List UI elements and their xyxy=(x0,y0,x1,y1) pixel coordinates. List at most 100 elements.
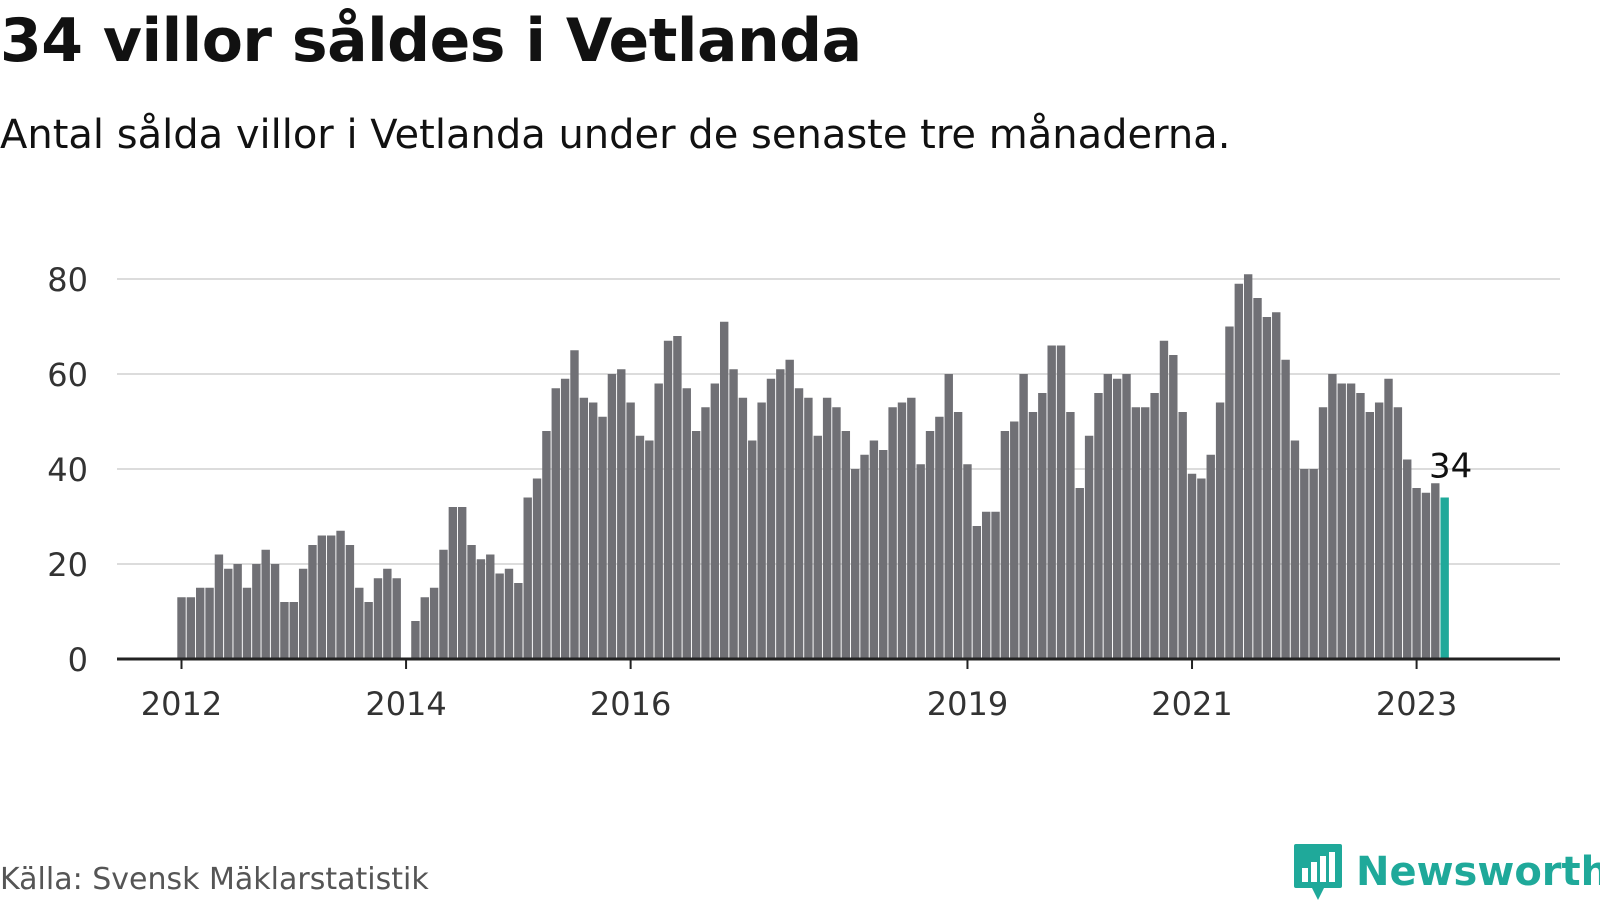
bar xyxy=(364,602,373,659)
x-tick-label: 2021 xyxy=(1151,685,1232,723)
bar xyxy=(813,435,822,659)
bar xyxy=(794,388,804,659)
bar xyxy=(336,530,345,659)
bar xyxy=(570,350,579,659)
bar xyxy=(1431,483,1440,659)
bar xyxy=(261,549,270,659)
bar xyxy=(1225,326,1234,659)
bar xyxy=(860,454,869,659)
bar-chart-speech-icon xyxy=(1294,844,1342,900)
bar xyxy=(1000,431,1010,659)
bar xyxy=(1281,359,1290,659)
bar xyxy=(766,378,776,659)
bar-highlight xyxy=(1440,497,1449,659)
bar xyxy=(467,545,476,659)
bar xyxy=(233,564,242,659)
bar xyxy=(729,369,738,659)
bar xyxy=(420,597,429,659)
bar xyxy=(280,602,289,659)
y-tick-label: 40 xyxy=(47,451,88,489)
bar xyxy=(1150,393,1159,659)
bar xyxy=(1290,440,1300,659)
bar xyxy=(560,378,570,659)
bar xyxy=(383,568,392,659)
bar xyxy=(1038,393,1047,659)
bar xyxy=(224,568,233,659)
bar xyxy=(1103,374,1113,659)
bar xyxy=(1403,459,1412,659)
chart-title: 34 villor såldes i Vetlanda xyxy=(0,6,862,76)
bar xyxy=(654,383,663,659)
bar xyxy=(1356,393,1365,659)
bar xyxy=(186,597,196,659)
bar xyxy=(888,407,897,659)
bar xyxy=(1365,412,1374,659)
bar xyxy=(691,431,701,659)
bar xyxy=(869,440,879,659)
y-tick-label: 0 xyxy=(68,641,88,679)
bar xyxy=(748,440,757,659)
bar xyxy=(495,573,504,659)
bar xyxy=(953,412,963,659)
bar xyxy=(1318,407,1328,659)
bar xyxy=(907,397,916,659)
x-tick-label: 2014 xyxy=(365,685,446,723)
bar xyxy=(1141,407,1150,659)
bar xyxy=(1019,374,1028,659)
bar xyxy=(439,549,448,659)
bar xyxy=(1206,454,1215,659)
bar xyxy=(448,507,458,659)
bar xyxy=(242,587,252,659)
bar xyxy=(327,535,336,659)
bar xyxy=(626,402,635,659)
bar xyxy=(542,431,551,659)
bar xyxy=(345,545,355,659)
bar xyxy=(1112,378,1122,659)
x-tick-label: 2016 xyxy=(590,685,671,723)
bar xyxy=(1131,407,1141,659)
highlight-value-label: 34 xyxy=(1429,447,1472,487)
bar xyxy=(252,564,261,659)
bar xyxy=(850,469,860,659)
bar xyxy=(270,564,280,659)
bar xyxy=(897,402,907,659)
bar xyxy=(635,435,645,659)
bar xyxy=(1412,488,1421,659)
bar xyxy=(738,397,748,659)
bar xyxy=(841,431,851,659)
bar xyxy=(411,621,420,659)
bar xyxy=(1169,355,1178,659)
bar xyxy=(935,416,944,659)
bar xyxy=(532,478,542,659)
bar xyxy=(832,407,841,659)
bar xyxy=(1056,345,1066,659)
x-tick-label: 2019 xyxy=(927,685,1008,723)
bar xyxy=(1272,312,1281,659)
bar xyxy=(785,359,794,659)
bar xyxy=(1337,383,1346,659)
bar xyxy=(1187,473,1197,659)
x-tick-label: 2012 xyxy=(141,685,222,723)
bar xyxy=(1122,374,1131,659)
bar xyxy=(355,587,364,659)
bar xyxy=(317,535,327,659)
source-note: Källa: Svensk Mäklarstatistik xyxy=(0,862,429,897)
bar xyxy=(429,587,439,659)
bar xyxy=(617,369,626,659)
bar xyxy=(1328,374,1337,659)
bar xyxy=(1393,407,1403,659)
bar xyxy=(673,336,682,659)
brand-logo: Newsworthy xyxy=(1292,842,1600,902)
bar xyxy=(523,497,532,659)
bar xyxy=(1384,378,1393,659)
bar xyxy=(214,554,224,659)
bar xyxy=(298,568,308,659)
bar xyxy=(1075,488,1084,659)
bar xyxy=(308,545,317,659)
bar xyxy=(589,402,598,659)
bar xyxy=(1010,421,1019,659)
bar xyxy=(991,511,1000,659)
bar xyxy=(196,587,205,659)
bar xyxy=(551,388,560,659)
